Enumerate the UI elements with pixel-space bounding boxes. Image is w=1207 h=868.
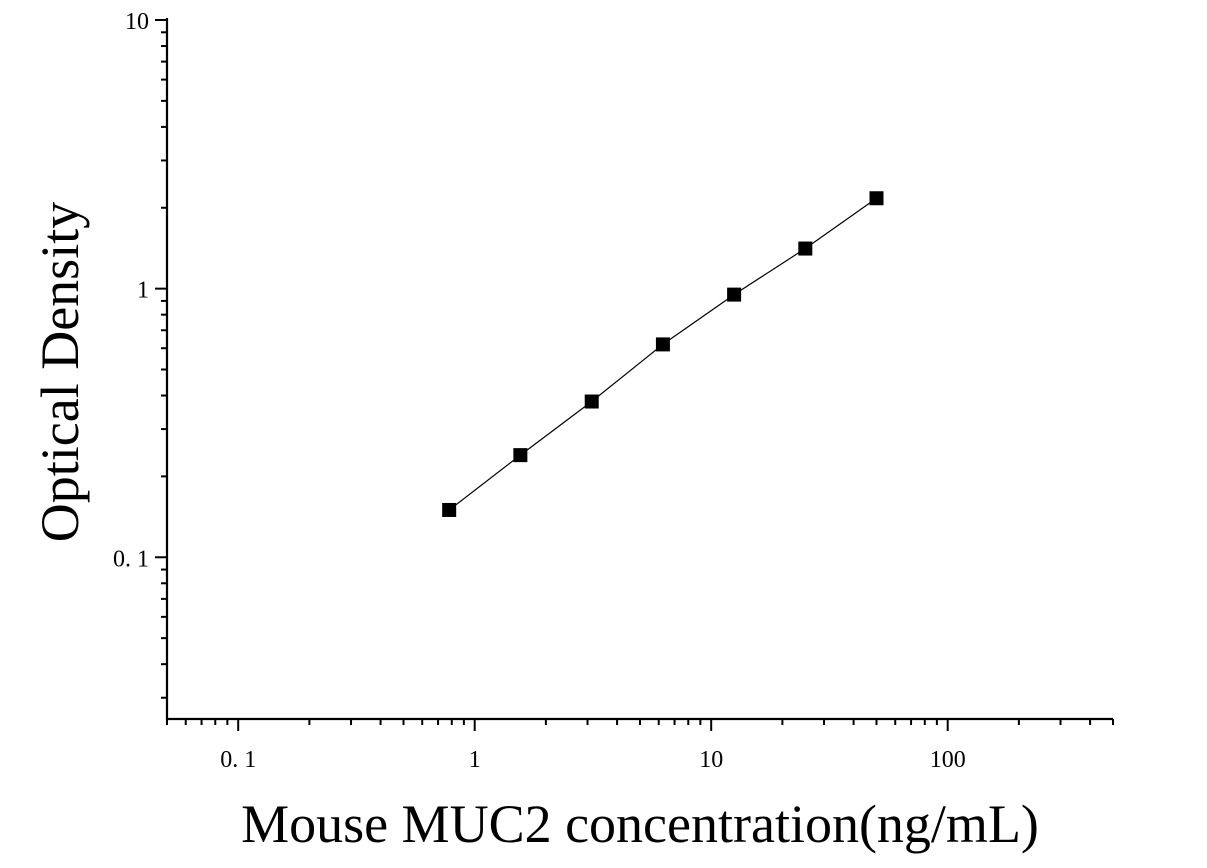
data-point-marker [442, 502, 457, 517]
ticks: 0. 1 1 10 100 0. 1 1 10 [113, 9, 1114, 773]
axes [165, 18, 1113, 721]
y-axis-title: Optical Density [30, 202, 90, 542]
x-tick-label: 10 [699, 747, 723, 773]
x-axis-title: Mouse MUC2 concentration(ng/mL) [241, 794, 1039, 854]
x-tick-label: 100 [930, 747, 966, 773]
y-tick-label: 1 [137, 278, 149, 304]
series-line [448, 197, 877, 511]
data-point-marker [869, 191, 884, 206]
series-layer [442, 191, 884, 517]
data-point-marker [798, 241, 813, 256]
x-tick-label: 0. 1 [220, 747, 256, 773]
x-tick-label: 1 [469, 747, 481, 773]
data-point-marker [727, 287, 742, 302]
y-tick-label: 0. 1 [113, 546, 149, 572]
data-point-marker [584, 394, 599, 409]
data-point-marker [655, 337, 670, 352]
data-point-marker [513, 448, 528, 463]
y-tick-label: 10 [125, 9, 149, 35]
